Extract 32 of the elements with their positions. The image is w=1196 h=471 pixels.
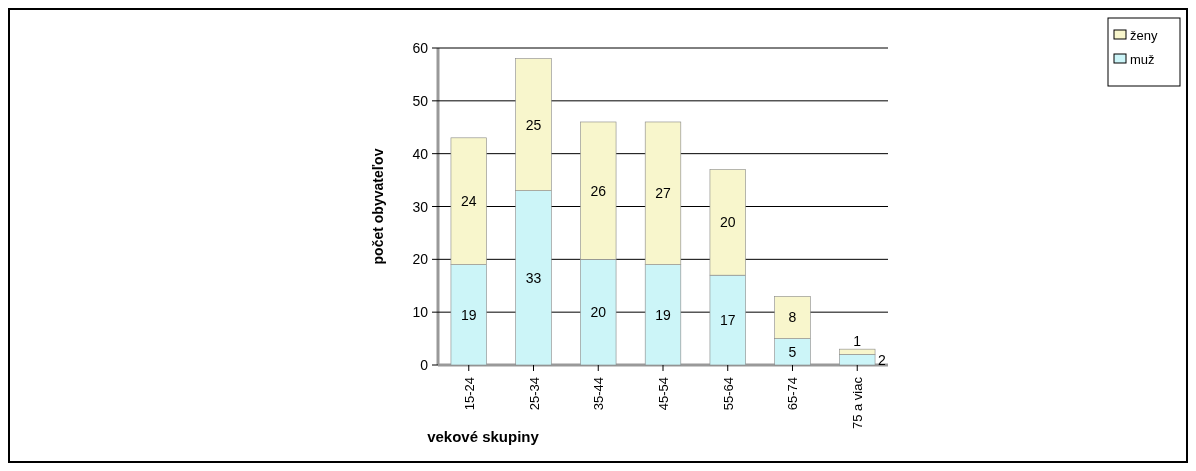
y-tick-label: 20 xyxy=(412,251,429,268)
y-tick-label: 60 xyxy=(412,40,429,56)
data-label: 8 xyxy=(788,309,797,326)
x-tick-label: 55-64 xyxy=(720,377,736,411)
data-label: 25 xyxy=(525,116,542,133)
x-tick-label: 15-24 xyxy=(461,377,477,411)
y-tick-label: 30 xyxy=(412,198,429,215)
y-tick-label: 50 xyxy=(412,92,429,109)
legend-label: muž xyxy=(1130,52,1155,67)
data-label: 26 xyxy=(590,182,607,199)
x-tick-label: 25-34 xyxy=(526,377,542,411)
x-tick-label: 45-54 xyxy=(656,377,671,411)
data-label: 19 xyxy=(655,306,671,323)
data-label: 20 xyxy=(590,304,607,321)
x-tick-label: 65-74 xyxy=(785,377,801,411)
data-label: 24 xyxy=(460,193,477,210)
y-tick-label: 40 xyxy=(412,145,429,162)
data-label: 27 xyxy=(655,185,671,202)
data-label: 2 xyxy=(878,351,887,368)
data-label: 19 xyxy=(460,306,477,323)
y-tick-label: 10 xyxy=(412,304,429,321)
x-tick-label: 75 a viac xyxy=(850,376,866,430)
y-tick-label: 0 xyxy=(420,357,429,373)
data-label: 20 xyxy=(719,214,736,231)
data-label: 33 xyxy=(525,269,542,286)
legend-label: ženy xyxy=(1130,28,1158,43)
x-axis-title: vekové skupiny xyxy=(427,428,540,445)
x-tick-label: 35-44 xyxy=(591,377,607,411)
data-label: 5 xyxy=(788,343,797,360)
data-label: 17 xyxy=(719,312,736,329)
data-label: 1 xyxy=(853,333,862,350)
y-axis-title: počet obyvateľov xyxy=(370,148,386,265)
